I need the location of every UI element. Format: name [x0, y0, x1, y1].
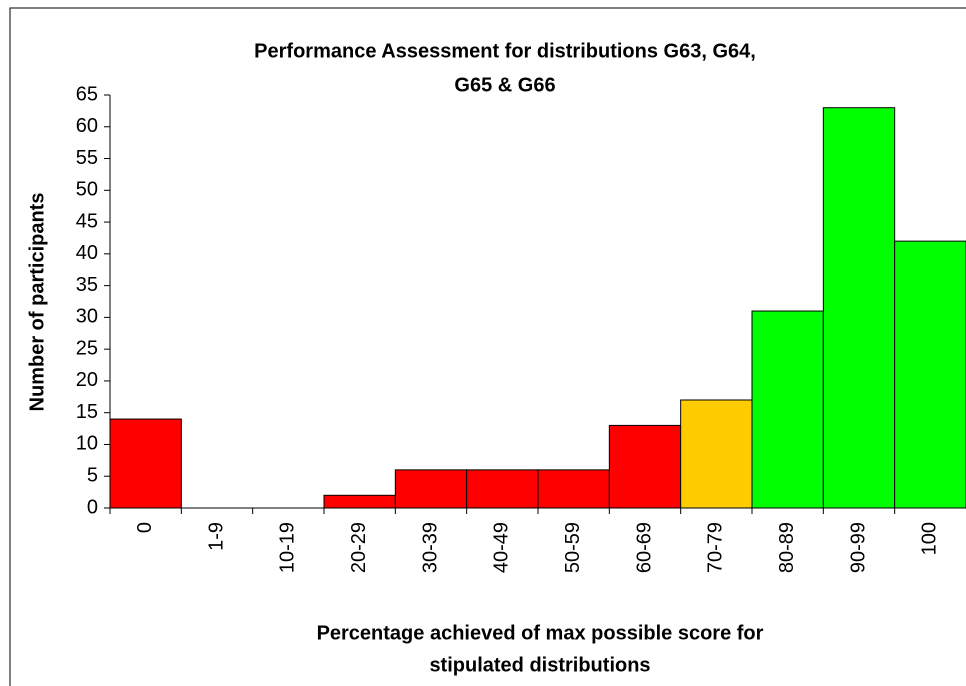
x-tick-label: 30-39 [419, 522, 441, 573]
bar [109, 418, 182, 509]
y-tick-label: 10 [76, 433, 98, 455]
x-axis-label: stipulated distributions [429, 654, 650, 676]
bar [751, 310, 824, 509]
y-tick-label: 40 [76, 242, 98, 264]
bar [822, 107, 896, 509]
y-tick-label: 5 [87, 465, 98, 487]
chart-title: Performance Assessment for distributions… [254, 40, 756, 62]
bar [680, 399, 753, 509]
chart-frame [9, 7, 966, 686]
bar [323, 494, 396, 509]
chart-title: G65 & G66 [454, 74, 555, 96]
y-tick-label: 60 [76, 115, 98, 137]
y-axis-label: Number of participants [26, 193, 48, 412]
y-tick-label: 25 [76, 337, 98, 359]
bar [537, 469, 610, 509]
y-tick-label: 65 [76, 83, 98, 105]
y-tick-label: 45 [76, 210, 98, 232]
x-tick-label: 50-59 [562, 522, 584, 573]
x-tick-label: 1-9 [205, 522, 227, 551]
x-tick-label: 100 [919, 522, 941, 555]
bar [894, 240, 966, 509]
y-tick-label: 55 [76, 147, 98, 169]
x-axis-label: Percentage achieved of max possible scor… [317, 622, 764, 644]
bar [394, 469, 468, 509]
y-tick-label: 35 [76, 274, 98, 296]
x-tick-label: 90-99 [847, 522, 869, 573]
y-tick-label: 50 [76, 179, 98, 201]
y-tick-label: 20 [76, 369, 98, 391]
x-tick-label: 20-29 [348, 522, 370, 573]
y-tick-label: 30 [76, 306, 98, 328]
x-tick-label: 10-19 [277, 522, 299, 573]
y-tick-label: 0 [87, 496, 98, 518]
x-tick-label: 60-69 [633, 522, 655, 573]
x-tick-label: 0 [134, 522, 156, 533]
bar [608, 424, 682, 509]
x-tick-label: 70-79 [705, 522, 727, 573]
y-tick-label: 15 [76, 401, 98, 423]
x-tick-label: 80-89 [776, 522, 798, 573]
x-tick-label: 40-49 [491, 522, 513, 573]
bar [466, 469, 539, 509]
